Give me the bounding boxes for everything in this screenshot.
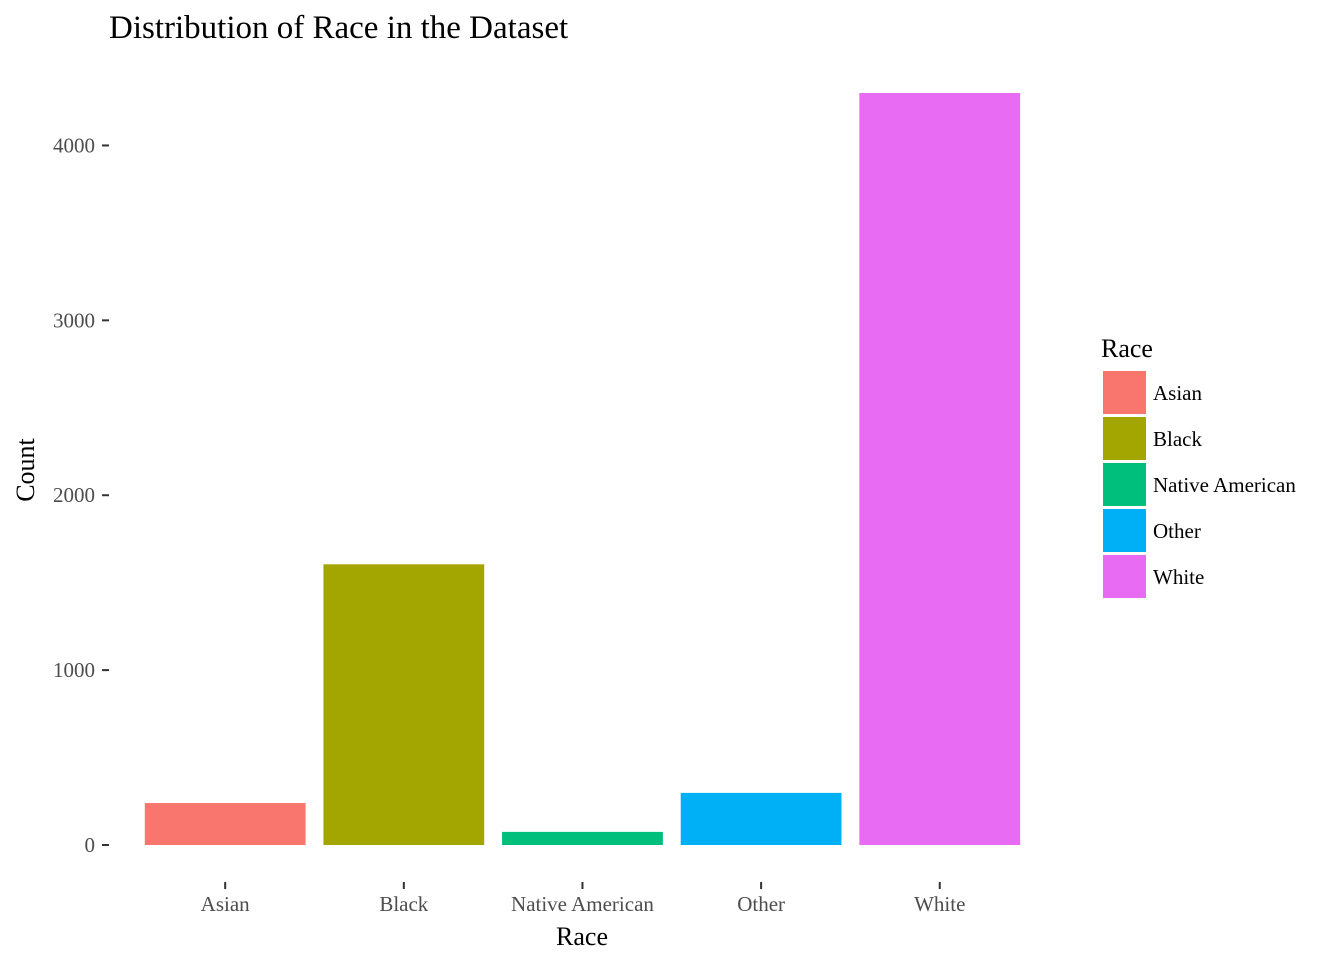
bar-black	[323, 564, 485, 845]
x-axis: Asian Black Native American Other White	[201, 882, 965, 916]
legend-label: Black	[1153, 427, 1202, 451]
chart-title: Distribution of Race in the Dataset	[109, 10, 568, 46]
y-tick-label: 4000	[53, 133, 95, 157]
legend-swatch	[1103, 417, 1146, 460]
legend-label: White	[1153, 565, 1204, 589]
x-axis-title: Race	[556, 922, 608, 951]
y-tick-label: 2000	[53, 483, 95, 507]
bar-other	[680, 792, 842, 845]
legend-swatch	[1103, 555, 1146, 598]
bar-white	[859, 93, 1021, 845]
legend-swatch	[1103, 371, 1146, 414]
legend-label: Native American	[1153, 473, 1296, 497]
x-tick-label: Other	[737, 892, 785, 916]
legend-label: Asian	[1153, 381, 1202, 405]
bar-asian	[144, 803, 306, 845]
x-tick-label: Asian	[201, 892, 250, 916]
legend-swatch	[1103, 509, 1146, 552]
x-tick-label: Native American	[511, 892, 654, 916]
y-axis-title: Count	[11, 437, 40, 501]
bar-native-american	[502, 831, 663, 845]
y-tick-label: 1000	[53, 658, 95, 682]
y-tick-label: 0	[85, 833, 96, 857]
y-tick-label: 3000	[53, 308, 95, 332]
x-tick-label: White	[914, 892, 965, 916]
legend-label: Other	[1153, 519, 1201, 543]
x-tick-label: Black	[379, 892, 428, 916]
y-axis: 0 1000 2000 3000 4000	[53, 133, 109, 857]
legend-title: Race	[1101, 334, 1153, 363]
legend-swatch	[1103, 463, 1146, 506]
bars	[144, 93, 1021, 845]
legend: Race Asian Black Native American Other White	[1101, 334, 1296, 598]
